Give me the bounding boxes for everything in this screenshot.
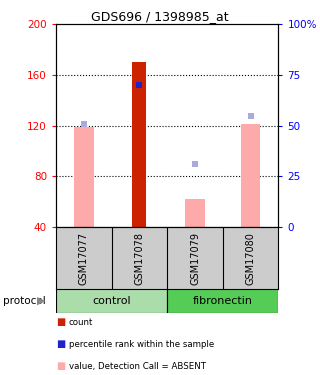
Text: ■: ■ — [56, 339, 65, 349]
Bar — [132, 62, 146, 227]
Text: control: control — [92, 296, 131, 306]
Text: GSM17078: GSM17078 — [134, 232, 144, 285]
Text: GSM17080: GSM17080 — [246, 232, 256, 285]
Text: ■: ■ — [56, 318, 65, 327]
Bar — [74, 127, 93, 227]
Text: value, Detection Call = ABSENT: value, Detection Call = ABSENT — [69, 362, 206, 370]
Bar — [167, 289, 278, 313]
Text: percentile rank within the sample: percentile rank within the sample — [69, 340, 214, 349]
Text: protocol: protocol — [3, 296, 46, 306]
Text: count: count — [69, 318, 93, 327]
Bar — [185, 199, 205, 227]
Text: GSM17079: GSM17079 — [190, 232, 200, 285]
Text: fibronectin: fibronectin — [193, 296, 253, 306]
Text: ▶: ▶ — [37, 296, 45, 306]
Text: ■: ■ — [56, 361, 65, 371]
Bar — [56, 289, 167, 313]
Bar — [241, 124, 260, 227]
Text: GDS696 / 1398985_at: GDS696 / 1398985_at — [91, 10, 229, 24]
Text: GSM17077: GSM17077 — [79, 232, 89, 285]
